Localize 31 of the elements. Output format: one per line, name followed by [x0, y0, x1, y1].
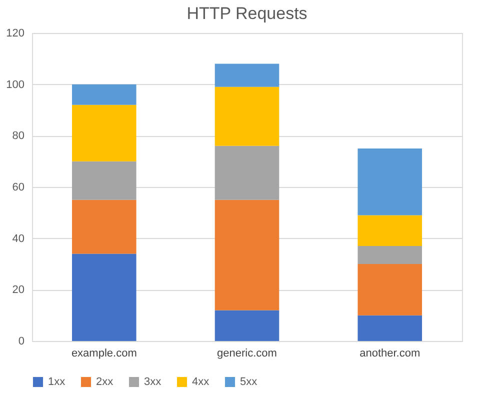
bar: [72, 200, 136, 254]
x-tick-label: generic.com: [217, 348, 277, 360]
x-tick-label: another.com: [360, 348, 420, 360]
legend-label: 5xx: [240, 376, 258, 388]
y-tick-label: 120: [6, 28, 24, 40]
bar: [214, 64, 280, 87]
legend-label: 3xx: [144, 376, 162, 388]
legend-label: 1xx: [48, 376, 66, 388]
y-tick-label: 40: [12, 232, 24, 245]
bar: [214, 86, 280, 146]
bar: [214, 310, 280, 341]
bar: [72, 161, 136, 200]
bar: [72, 104, 136, 162]
y-tick-label: 80: [12, 130, 24, 142]
y-tick-label: 100: [6, 78, 24, 91]
legend-label: 2xx: [96, 376, 114, 388]
y-tick-label: 60: [12, 182, 24, 194]
bar: [358, 246, 422, 264]
bar: [358, 264, 422, 316]
bar: [214, 200, 280, 310]
bar: [72, 84, 136, 105]
y-tick-label: 0: [18, 336, 24, 348]
bar: [72, 254, 136, 341]
x-tick-label: example.com: [71, 348, 137, 360]
bar: [214, 146, 280, 200]
bar: [358, 315, 422, 341]
legend-label: 4xx: [192, 376, 210, 388]
bar: [358, 215, 422, 246]
bar: [358, 148, 422, 216]
y-tick-label: 20: [12, 284, 24, 296]
chart-title: HTTP Requests: [186, 4, 308, 23]
